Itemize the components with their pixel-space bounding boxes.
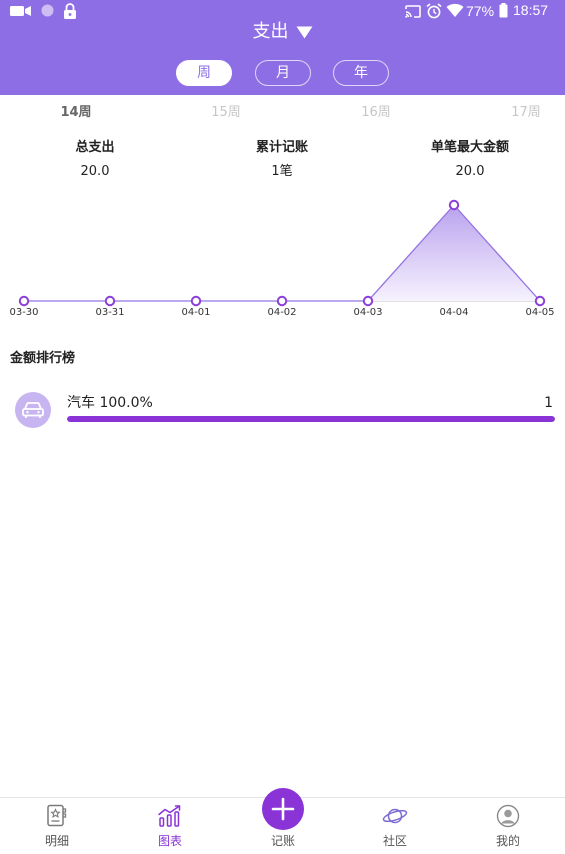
stat-label: 总支出 [75,140,115,155]
video-camera-icon [10,6,31,16]
series-area [24,205,540,301]
planet-icon [382,808,408,824]
ranking-title: 金额排行榜 [10,351,76,366]
plus-icon [271,797,295,821]
chart-icon [158,805,181,827]
data-point [362,295,374,307]
tab-week[interactable]: 周 [176,60,232,86]
progress-fill [67,416,555,422]
category-count: 1 [544,395,553,411]
title-dropdown[interactable]: 支出 [0,18,565,46]
wifi-icon [446,3,464,18]
nav-item-add-record[interactable]: 记账 [243,788,323,854]
data-point [276,295,288,307]
person-icon [496,804,520,828]
cast-icon [405,5,421,18]
header: 77% 18:57 支出 周 月 年 [0,0,565,95]
caret-down-icon [296,26,312,38]
x-tick-label: 03-30 [9,307,38,318]
page-title: 支出 [252,21,289,42]
stat-value: 20.0 [80,164,110,179]
week-item[interactable]: 14周 [60,105,92,120]
data-point [190,295,202,307]
bottom-nav: 明细 图表 记账 社区 我的 [0,788,565,854]
lock-icon [64,3,76,19]
stat-value: 20.0 [455,164,485,179]
progress-track [67,416,555,422]
category-name: 汽车 [67,395,95,411]
stat-label: 累计记账 [255,140,308,155]
week-item[interactable]: 17周 [511,105,541,120]
data-point [104,295,116,307]
clock-time: 18:57 [513,2,549,18]
x-tick-label: 03-31 [95,307,124,318]
nav-label: 社区 [382,834,407,848]
battery-icon [499,3,508,18]
data-point [534,295,546,307]
nav-item-profile[interactable]: 我的 [468,798,548,854]
nav-label: 记账 [270,834,295,848]
alarm-icon [426,3,442,19]
nav-label: 图表 [157,834,182,848]
stat-total-expense: 总支出 20.0 [25,139,165,181]
category-percent: 100.0% [99,395,153,411]
nav-label: 我的 [495,834,520,848]
tab-month[interactable]: 月 [255,60,311,86]
notebook-icon [47,804,67,827]
x-tick-label: 04-01 [181,307,210,318]
week-item[interactable]: 16周 [361,105,391,120]
status-circle-icon [41,4,54,17]
battery-percent: 77% [466,3,495,19]
nav-item-charts[interactable]: 图表 [130,798,210,854]
data-point [18,295,30,307]
category-icon-badge [15,392,51,428]
ranking-item-text: 汽车 100.0% [67,394,153,412]
car-icon [22,402,44,418]
data-point [448,199,460,211]
nav-item-details[interactable]: 明细 [17,798,97,854]
expense-trend-chart: 03-30 03-31 04-01 04-02 04-03 04-04 04-05 [9,199,555,318]
ranking-item[interactable]: 汽车 100.0% 1 [0,388,565,428]
week-item[interactable]: 15周 [211,105,241,120]
stat-record-count: 累计记账 1笔 [212,139,352,181]
tab-year[interactable]: 年 [333,60,389,86]
stat-value: 1笔 [271,164,293,179]
x-tick-label: 04-05 [525,307,554,318]
nav-item-community[interactable]: 社区 [355,798,435,854]
x-tick-label: 04-04 [439,307,468,318]
nav-label: 明细 [44,834,69,848]
add-record-button[interactable] [262,788,304,830]
stat-max-single: 单笔最大金额 20.0 [400,139,540,181]
x-tick-label: 04-02 [267,307,296,318]
stat-label: 单笔最大金额 [430,140,509,155]
x-tick-label: 04-03 [353,307,382,318]
